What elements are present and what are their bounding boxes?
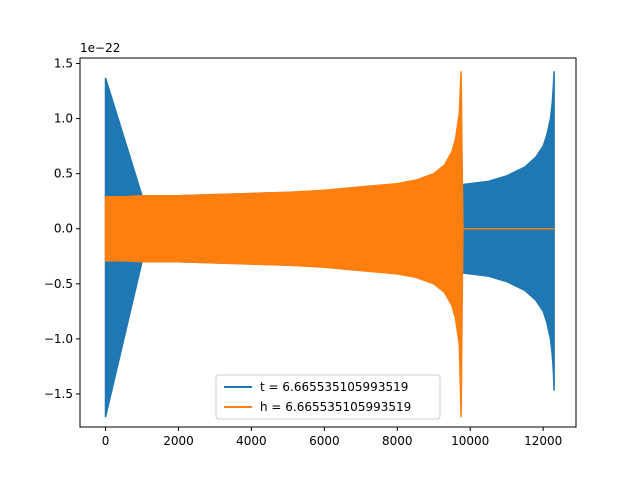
axes-frame (79, 57, 577, 428)
x-tick-label: 10000 (451, 434, 489, 448)
y-tick-label: 0.5 (54, 167, 73, 181)
legend: t = 6.665535105993519 h = 6.665535105993… (215, 374, 441, 420)
y-ticks: −1.5 −1.0 −0.5 0.0 0.5 1.0 1.5 (44, 57, 80, 401)
x-ticks: 0 2000 4000 6000 8000 10000 12000 (102, 427, 562, 448)
legend-box (215, 374, 441, 420)
x-tick-label: 0 (102, 434, 110, 448)
y-tick-label: −1.0 (44, 332, 73, 346)
y-tick-label: 0.0 (54, 222, 73, 236)
y-tick-label: 1.0 (54, 112, 73, 126)
x-tick-label: 2000 (163, 434, 194, 448)
x-tick-label: 12000 (524, 434, 562, 448)
y-tick-label: −0.5 (44, 277, 73, 291)
legend-label-h: h = 6.665535105993519 (260, 400, 411, 414)
x-tick-label: 6000 (309, 434, 340, 448)
legend-label-t: t = 6.665535105993519 (260, 380, 408, 394)
x-tick-label: 4000 (236, 434, 267, 448)
x-tick-label: 8000 (382, 434, 413, 448)
series-layer (104, 71, 555, 418)
y-offset-text: 1e−22 (80, 41, 120, 55)
y-tick-label: 1.5 (54, 57, 73, 71)
y-tick-label: −1.5 (44, 387, 73, 401)
